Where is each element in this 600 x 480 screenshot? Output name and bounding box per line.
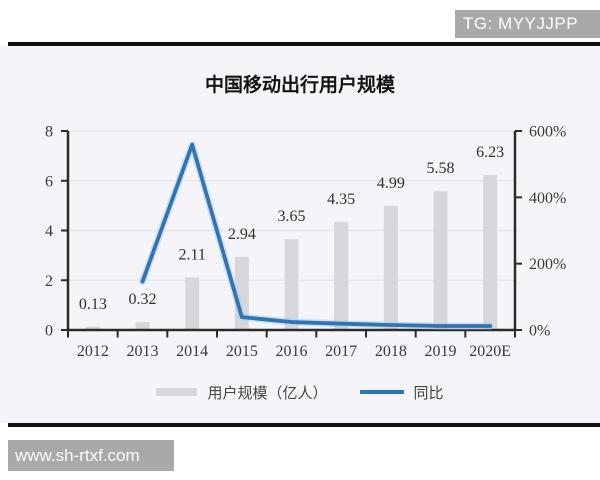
line-series-yoy [140, 142, 493, 328]
x-axis-label-2017: 2017 [325, 343, 357, 360]
x-axis-label-2020E: 2020E [469, 343, 511, 360]
chart-panel-background [0, 46, 600, 423]
bar-value-label-2020E: 6.23 [476, 144, 504, 161]
bar-value-label-2017: 4.35 [327, 191, 355, 208]
legend-line-swatch [359, 390, 404, 394]
bar-value-label-2012: 0.13 [79, 296, 107, 313]
chart-title: 中国移动出行用户规模 [204, 75, 395, 96]
left-axis-tick-label: 2 [45, 273, 53, 290]
left-axis-tick-label: 4 [45, 223, 53, 240]
chart-legend: 用户规模（亿人） 同比 [0, 383, 600, 402]
x-axis-label-2015: 2015 [226, 343, 258, 360]
bar-value-label-2013: 0.32 [129, 291, 157, 308]
right-axis-tick-label: 400% [529, 190, 566, 207]
x-axis-label-2016: 2016 [276, 343, 308, 360]
bar-value-label-2016: 3.65 [278, 208, 306, 225]
x-axis-label-2019: 2019 [425, 343, 457, 360]
bar-2014 [185, 277, 200, 330]
bar-2020E [483, 175, 498, 330]
bottom-divider [8, 423, 600, 427]
right-axis-tick-label: 200% [529, 256, 566, 273]
top-divider [8, 42, 600, 46]
right-axis-tick-label: 600% [529, 124, 566, 141]
legend-bar-swatch [156, 388, 198, 396]
legend-line-label: 同比 [413, 384, 444, 402]
bar-2012 [85, 326, 100, 330]
left-axis-tick-label: 8 [45, 124, 53, 141]
bar-2017 [334, 221, 349, 330]
x-axis-label-2018: 2018 [375, 343, 407, 360]
bar-2018 [383, 205, 398, 330]
bar-value-label-2018: 4.99 [377, 175, 405, 192]
x-axis-label-2014: 2014 [176, 343, 208, 360]
watermark-top-badge: TG: MYYJJPP [455, 10, 600, 38]
bar-value-label-2014: 2.11 [178, 247, 205, 264]
bar-2013 [135, 322, 150, 330]
bar-2019 [433, 191, 448, 330]
bar-2016 [284, 239, 299, 330]
legend-bar-label: 用户规模（亿人） [207, 384, 328, 402]
x-axis-label-2012: 2012 [77, 343, 109, 360]
x-axis-label-2013: 2013 [127, 343, 159, 360]
left-axis-tick-label: 0 [45, 323, 53, 340]
left-axis-tick-label: 6 [45, 173, 53, 190]
bar-value-label-2019: 5.58 [427, 160, 455, 177]
bar-value-label-2015: 2.94 [228, 226, 256, 243]
watermark-bottom-badge: www.sh-rtxf.com [8, 440, 174, 471]
right-axis-tick-label: 0% [529, 323, 550, 340]
